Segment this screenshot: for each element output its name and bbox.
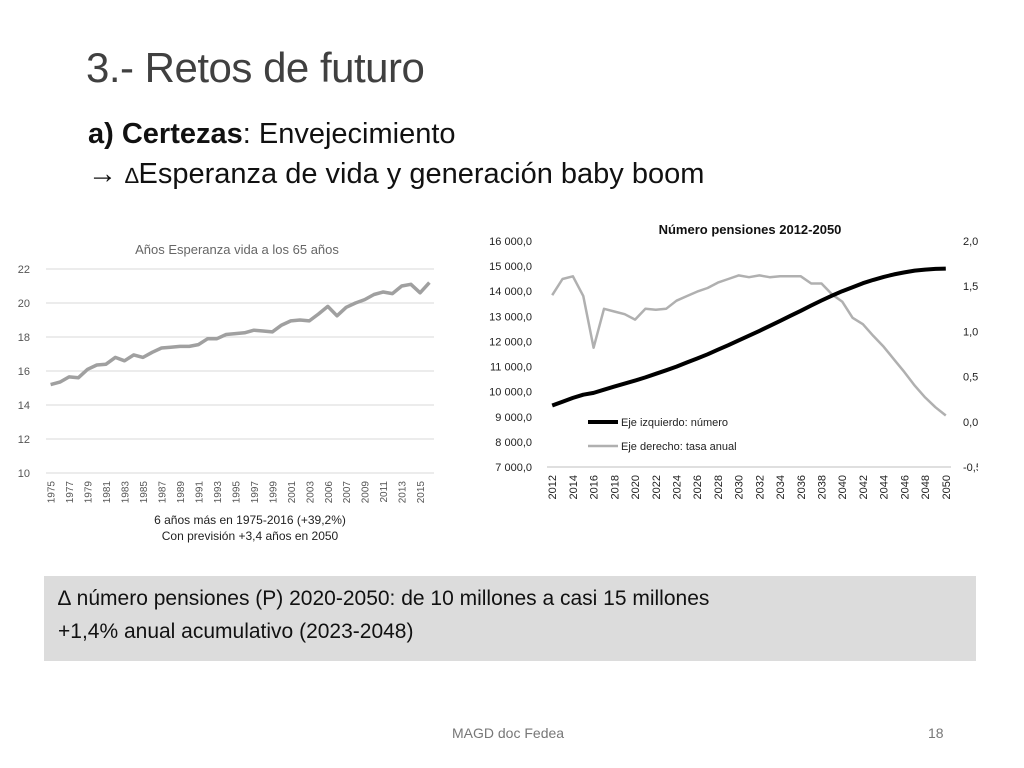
summary-line-1: ∆ número pensiones (P) 2020-2050: de 10 … (58, 587, 710, 610)
y-right-tick-label: 0,00 (963, 417, 978, 429)
x-tick-label: 2036 (796, 475, 808, 499)
subtitle-bold: a) Certezas (88, 118, 243, 150)
x-tick-label: 1993 (213, 481, 224, 504)
x-tick-label: 1979 (84, 481, 95, 504)
page-number: 18 (928, 725, 944, 741)
x-tick-label: 2015 (416, 481, 427, 504)
left-note-1: 6 años más en 1975-2016 (+39,2%) (154, 513, 346, 527)
x-tick-label: 1999 (268, 481, 279, 504)
x-tick-label: 2020 (630, 475, 642, 499)
y-tick-label: 12 (18, 434, 30, 446)
y-left-tick-label: 14 000,0 (489, 286, 532, 298)
y-left-tick-label: 16 000,0 (489, 236, 532, 248)
subtitle-line-2: → ∆Esperanza de vida y generación baby b… (88, 156, 704, 194)
y-left-tick-label: 12 000,0 (489, 336, 532, 348)
x-tick-label: 2003 (305, 481, 316, 504)
x-tick-label: 2024 (671, 475, 683, 499)
life-expectancy-line (50, 281, 431, 387)
delta-symbol: ∆ (125, 163, 139, 188)
x-tick-label: 2046 (899, 475, 911, 499)
x-tick-label: 2028 (713, 475, 725, 499)
life-expectancy-chart: Años Esperanza vida a los 65 años 10 12 14… (18, 242, 434, 504)
y-tick-label: 16 (18, 366, 30, 378)
x-tick-label: 1995 (231, 481, 242, 504)
x-tick-label: 2026 (692, 475, 704, 499)
x-tick-label: 2022 (651, 475, 663, 499)
left-note-2: Con previsión +3,4 años en 2050 (161, 529, 339, 543)
legend-label-number: Eje izquierdo: número (621, 417, 728, 429)
y-right-tick-label: 1,00 (963, 326, 978, 338)
x-tick-label: 2040 (837, 475, 849, 499)
x-tick-label: 2042 (858, 475, 870, 499)
x-tick-label: 1983 (121, 481, 132, 504)
right-chart-title: Número pensiones 2012-2050 (659, 222, 842, 237)
x-tick-label: 2007 (342, 481, 353, 504)
subtitle: a) Certezas: Envejecimiento (88, 116, 456, 152)
x-tick-label: 2034 (775, 475, 787, 499)
x-tick-label: 1985 (139, 481, 150, 504)
x-tick-label: 2038 (817, 475, 829, 499)
x-tick-label: 1987 (157, 481, 168, 504)
x-tick-label: 2048 (920, 475, 932, 499)
pension-number-line (551, 266, 946, 408)
y-tick-label: 20 (18, 298, 30, 310)
y-right-tick-label: 0,50 (963, 372, 978, 384)
x-tick-label: 2018 (609, 475, 621, 499)
y-tick-label: 22 (18, 264, 30, 276)
y-left-tick-label: 9 000,0 (495, 412, 532, 424)
summary-line-2: +1,4% anual acumulativo (2023-2048) (58, 620, 414, 643)
y-left-tick-label: 8 000,0 (495, 437, 532, 449)
y-left-tick-label: 10 000,0 (489, 387, 532, 399)
y-right-tick-label: 1,50 (963, 281, 978, 293)
y-tick-label: 14 (18, 400, 30, 412)
y-left-tick-label: 7 000,0 (495, 462, 532, 474)
x-tick-label: 2001 (287, 481, 298, 504)
x-tick-label: 2030 (734, 475, 746, 499)
x-tick-label: 2011 (379, 481, 390, 503)
slide-title: 3.- Retos de futuro (86, 44, 425, 91)
chart-legend: Eje izquierdo: número Eje derecho: tasa … (588, 417, 737, 453)
x-tick-label: 2016 (589, 475, 601, 499)
subtitle-2-text: Esperanza de vida y generación baby boom (138, 158, 705, 190)
y-left-tick-label: 15 000,0 (489, 261, 532, 273)
x-tick-label: 2013 (398, 481, 409, 504)
subtitle-rest: : Envejecimiento (242, 118, 456, 150)
x-tick-label: 2014 (568, 475, 580, 499)
x-tick-label: 2009 (361, 481, 372, 504)
y-right-tick-label: -0,50 (963, 462, 978, 474)
left-chart-title: Años Esperanza vida a los 65 años (135, 242, 339, 257)
x-tick-label: 2050 (941, 475, 953, 499)
footer-source: MAGD doc Fedea (452, 725, 565, 741)
y-left-tick-label: 13 000,0 (489, 311, 532, 323)
x-tick-label: 1991 (194, 481, 205, 504)
pensions-chart: Número pensiones 2012-2050 7 000,0 8 000,… (489, 222, 978, 499)
annual-rate-line (551, 274, 947, 417)
arrow-right-icon: → (88, 158, 117, 190)
x-tick-label: 2012 (547, 475, 559, 499)
summary-box: ∆ número pensiones (P) 2020-2050: de 10 … (44, 576, 976, 661)
x-tick-label: 1997 (250, 481, 261, 504)
x-tick-label: 1989 (176, 481, 187, 504)
x-tick-label: 1981 (102, 481, 113, 504)
x-tick-label: 1977 (65, 481, 76, 504)
legend-label-rate: Eje derecho: tasa anual (621, 441, 737, 453)
x-tick-label: 1975 (47, 481, 58, 504)
y-right-tick-label: 2,00 (963, 236, 978, 248)
x-tick-label: 2032 (754, 475, 766, 499)
y-tick-label: 10 (18, 468, 30, 480)
y-tick-label: 18 (18, 332, 30, 344)
x-tick-label: 2044 (879, 475, 891, 499)
x-tick-label: 2006 (324, 481, 335, 504)
y-left-tick-label: 11 000,0 (490, 362, 532, 374)
